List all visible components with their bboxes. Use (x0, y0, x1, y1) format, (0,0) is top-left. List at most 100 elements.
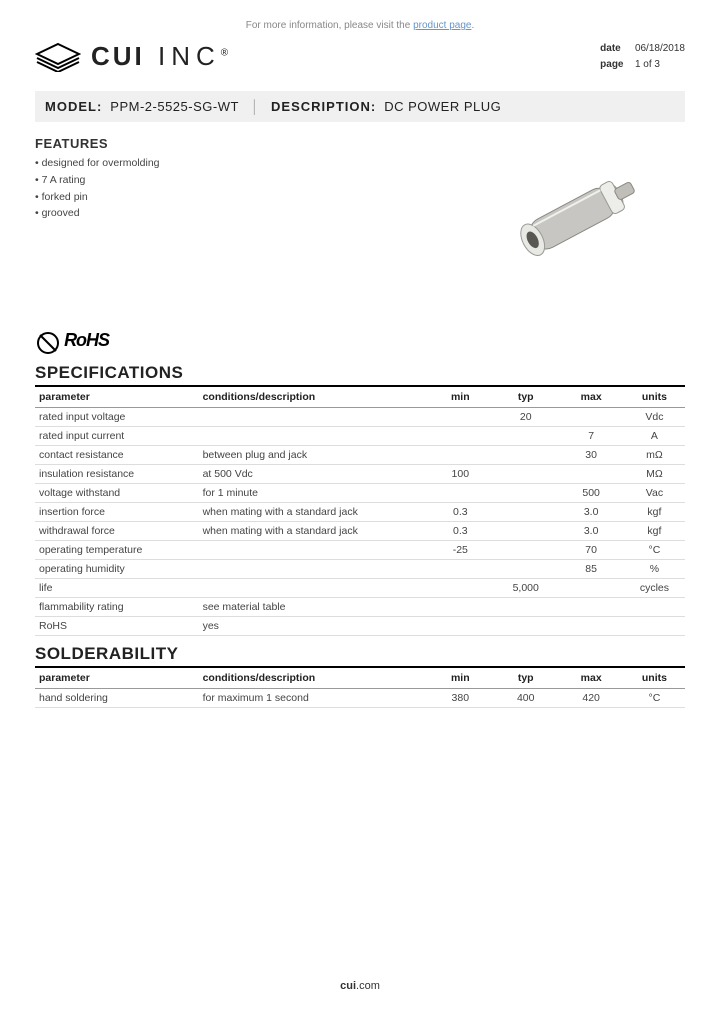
features-title: FEATURES (35, 136, 445, 151)
table-cell: °C (624, 541, 685, 560)
table-cell: rated input voltage (35, 408, 199, 427)
table-cell: 420 (558, 689, 623, 708)
table-cell (558, 598, 623, 617)
table-cell: mΩ (624, 446, 685, 465)
table-cell (558, 579, 623, 598)
col-conditions: conditions/description (199, 668, 428, 689)
table-cell (624, 617, 685, 636)
col-units: units (624, 668, 685, 689)
table-cell (428, 427, 493, 446)
product-page-link[interactable]: product page (413, 20, 471, 31)
logo-icon (35, 42, 81, 72)
table-cell: withdrawal force (35, 522, 199, 541)
table-cell (493, 560, 558, 579)
table-cell: when mating with a standard jack (199, 522, 428, 541)
table-cell (493, 617, 558, 636)
table-cell: when mating with a standard jack (199, 503, 428, 522)
col-parameter: parameter (35, 668, 199, 689)
table-cell (493, 465, 558, 484)
table-cell (493, 541, 558, 560)
specifications-table: parameter conditions/description min typ… (35, 387, 685, 636)
table-cell (199, 408, 428, 427)
table-cell: % (624, 560, 685, 579)
table-cell (199, 560, 428, 579)
table-cell (493, 522, 558, 541)
table-cell: 20 (493, 408, 558, 427)
product-image (445, 136, 685, 316)
footer-domain: cui (340, 980, 356, 992)
col-typ: typ (493, 668, 558, 689)
description-label: DESCRIPTION: (271, 99, 376, 114)
header-meta: date 06/18/2018 page 1 of 3 (600, 41, 685, 73)
solderability-table: parameter conditions/description min typ… (35, 668, 685, 708)
table-cell: voltage withstand (35, 484, 199, 503)
table-cell: 500 (558, 484, 623, 503)
table-cell (624, 598, 685, 617)
table-cell (493, 503, 558, 522)
solderability-title: SOLDERABILITY (35, 644, 685, 668)
table-row: life5,000cycles (35, 579, 685, 598)
model-label: MODEL: (45, 99, 102, 114)
specifications-title: SPECIFICATIONS (35, 363, 685, 387)
table-cell: kgf (624, 503, 685, 522)
table-row: operating humidity85% (35, 560, 685, 579)
table-cell: °C (624, 689, 685, 708)
feature-item: 7 A rating (35, 172, 445, 189)
table-cell: 85 (558, 560, 623, 579)
col-min: min (428, 668, 493, 689)
table-cell (428, 579, 493, 598)
model-bar: MODEL: PPM-2-5525-SG-WT │ DESCRIPTION: D… (35, 91, 685, 122)
footer-tld: .com (356, 980, 380, 992)
table-cell: insulation resistance (35, 465, 199, 484)
table-cell (428, 617, 493, 636)
col-max: max (558, 668, 623, 689)
feature-item: grooved (35, 205, 445, 222)
page-footer: cui.com (0, 980, 720, 992)
col-units: units (624, 387, 685, 408)
company-name: CUI (91, 41, 145, 71)
table-row: rated input voltage20Vdc (35, 408, 685, 427)
rohs-badge: RoHS (35, 330, 685, 355)
col-typ: typ (493, 387, 558, 408)
divider: │ (251, 99, 259, 114)
feature-item: designed for overmolding (35, 155, 445, 172)
table-cell (493, 598, 558, 617)
table-cell: -25 (428, 541, 493, 560)
solder-header-row: parameter conditions/description min typ… (35, 668, 685, 689)
table-cell: 5,000 (493, 579, 558, 598)
date-label: date (600, 41, 632, 57)
table-cell: RoHS (35, 617, 199, 636)
table-cell: contact resistance (35, 446, 199, 465)
plug-icon (465, 151, 665, 301)
table-row: operating temperature-2570°C (35, 541, 685, 560)
table-cell: Vac (624, 484, 685, 503)
col-max: max (558, 387, 623, 408)
table-cell: operating temperature (35, 541, 199, 560)
table-cell: 3.0 (558, 522, 623, 541)
table-cell (428, 560, 493, 579)
description-value: DC POWER PLUG (384, 99, 501, 114)
top-info-text: For more information, please visit the p… (35, 20, 685, 31)
model-value: PPM-2-5525-SG-WT (110, 99, 239, 114)
features-list: designed for overmolding7 A ratingforked… (35, 155, 445, 222)
table-cell: 7 (558, 427, 623, 446)
table-cell: 400 (493, 689, 558, 708)
company-suffix: INC (158, 41, 221, 71)
table-cell: MΩ (624, 465, 685, 484)
table-cell: at 500 Vdc (199, 465, 428, 484)
table-cell: between plug and jack (199, 446, 428, 465)
logo-text: CUI INC® (91, 41, 234, 72)
date-value: 06/18/2018 (635, 43, 685, 54)
table-cell (199, 427, 428, 446)
table-cell: kgf (624, 522, 685, 541)
table-cell: 380 (428, 689, 493, 708)
table-cell (493, 484, 558, 503)
table-row: contact resistancebetween plug and jack3… (35, 446, 685, 465)
page-value: 1 of 3 (635, 59, 660, 70)
table-row: RoHSyes (35, 617, 685, 636)
table-cell: see material table (199, 598, 428, 617)
rohs-text: RoHS (64, 330, 109, 350)
col-min: min (428, 387, 493, 408)
table-cell: 3.0 (558, 503, 623, 522)
table-cell (428, 446, 493, 465)
